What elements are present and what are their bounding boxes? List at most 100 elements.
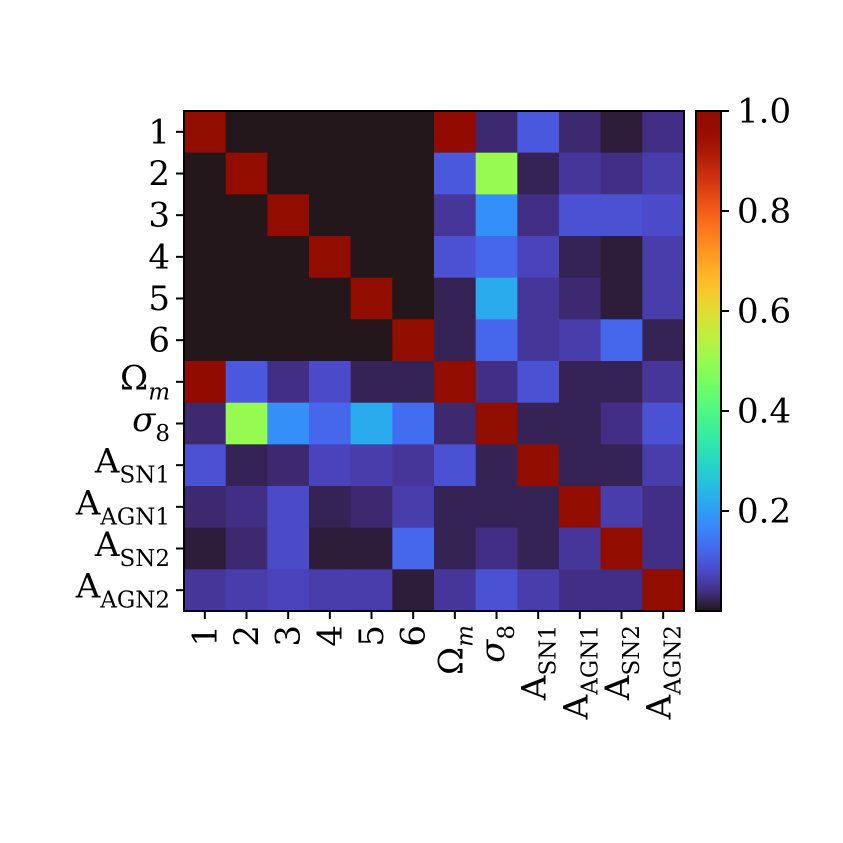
heatmap-cell: [350, 277, 393, 320]
heatmap-cell: [517, 111, 560, 154]
heatmap-cell: [225, 402, 268, 445]
heatmap-cell: [559, 111, 602, 154]
heatmap-cell: [475, 444, 518, 487]
heatmap-cell: [267, 319, 310, 362]
heatmap-cell: [475, 319, 518, 362]
heatmap-cells: [184, 111, 685, 612]
heatmap-cell: [600, 319, 643, 362]
heatmap-cell: [184, 236, 227, 279]
heatmap-cell: [267, 194, 310, 237]
colorbar-tick-label: 0.2: [737, 492, 791, 532]
y-tick-label: 2: [148, 154, 170, 194]
heatmap-cell: [642, 361, 685, 404]
heatmap-cell: [350, 486, 393, 529]
heatmap-cell: [184, 569, 227, 612]
y-tick-label: 5: [148, 279, 170, 319]
heatmap-cell: [642, 236, 685, 279]
heatmap-cell: [559, 527, 602, 570]
heatmap-cell: [517, 236, 560, 279]
heatmap-cell: [267, 236, 310, 279]
x-tick-label: 4: [310, 625, 350, 647]
y-tick-label: 1: [148, 112, 170, 152]
colorbar-tick-label: 0.8: [737, 192, 791, 232]
x-tick-label: Ωm: [431, 625, 478, 675]
heatmap-cell: [350, 319, 393, 362]
heatmap-cell: [434, 569, 477, 612]
heatmap-cell: [475, 111, 518, 154]
heatmap-cell: [267, 111, 310, 154]
heatmap-cell: [559, 486, 602, 529]
heatmap-cell: [559, 152, 602, 195]
heatmap-cell: [600, 277, 643, 320]
heatmap-cell: [517, 277, 560, 320]
heatmap-cell: [392, 527, 435, 570]
heatmap-cell: [267, 402, 310, 445]
heatmap-cell: [184, 402, 227, 445]
heatmap-cell: [600, 486, 643, 529]
heatmap-cell: [600, 194, 643, 237]
heatmap-cell: [350, 111, 393, 154]
heatmap-cell: [309, 236, 352, 279]
heatmap-cell: [559, 194, 602, 237]
heatmap-cell: [309, 111, 352, 154]
heatmap-cell: [517, 361, 560, 404]
heatmap-cell: [392, 569, 435, 612]
x-tick-label: 6: [394, 625, 434, 647]
heatmap-cell: [434, 527, 477, 570]
heatmap-cell: [559, 402, 602, 445]
heatmap-cell: [350, 194, 393, 237]
heatmap-cell: [225, 319, 268, 362]
heatmap-cell: [600, 444, 643, 487]
heatmap-cell: [309, 194, 352, 237]
x-tick-label: 1: [185, 625, 225, 647]
heatmap-cell: [600, 152, 643, 195]
heatmap-cell: [184, 111, 227, 154]
heatmap-cell: [392, 486, 435, 529]
heatmap-cell: [517, 569, 560, 612]
heatmap-cell: [309, 319, 352, 362]
heatmap-cell: [184, 486, 227, 529]
heatmap-cell: [475, 277, 518, 320]
heatmap-cell: [184, 319, 227, 362]
heatmap-cell: [267, 569, 310, 612]
heatmap-cell: [434, 152, 477, 195]
heatmap-cell: [517, 486, 560, 529]
heatmap-cell: [184, 444, 227, 487]
heatmap-cell: [434, 236, 477, 279]
heatmap-cell: [475, 236, 518, 279]
colorbar-ticks: 0.2 0.4 0.6 0.8 1.0: [721, 92, 791, 532]
heatmap-cell: [642, 152, 685, 195]
x-tick-label: 2: [227, 625, 267, 647]
heatmap-cell: [392, 194, 435, 237]
heatmap-cell: [642, 111, 685, 154]
heatmap-cell: [642, 569, 685, 612]
heatmap-cell: [225, 277, 268, 320]
heatmap-cell: [475, 486, 518, 529]
heatmap-cell: [392, 361, 435, 404]
heatmap-cell: [559, 277, 602, 320]
x-tick-label: ASN1: [515, 625, 562, 701]
heatmap-frame: [183, 110, 685, 612]
heatmap-cell: [350, 236, 393, 279]
x-tick-label: AAGN2: [640, 625, 687, 720]
y-tick-label: 4: [148, 237, 170, 277]
heatmap-cell: [392, 402, 435, 445]
heatmap-cell: [392, 152, 435, 195]
heatmap-cell: [434, 444, 477, 487]
heatmap-cell: [350, 361, 393, 404]
heatmap-cell: [600, 569, 643, 612]
heatmap-cell: [350, 527, 393, 570]
heatmap-cell: [309, 277, 352, 320]
y-tick-label: ASN1: [94, 442, 170, 489]
heatmap-cell: [600, 402, 643, 445]
heatmap-cell: [475, 402, 518, 445]
heatmap-cell: [350, 152, 393, 195]
colorbar-tick-label: 1.0: [737, 92, 791, 132]
heatmap-cell: [309, 486, 352, 529]
heatmap-cell: [517, 402, 560, 445]
heatmap-cell: [475, 527, 518, 570]
heatmap-cell: [267, 444, 310, 487]
heatmap-cell: [392, 277, 435, 320]
